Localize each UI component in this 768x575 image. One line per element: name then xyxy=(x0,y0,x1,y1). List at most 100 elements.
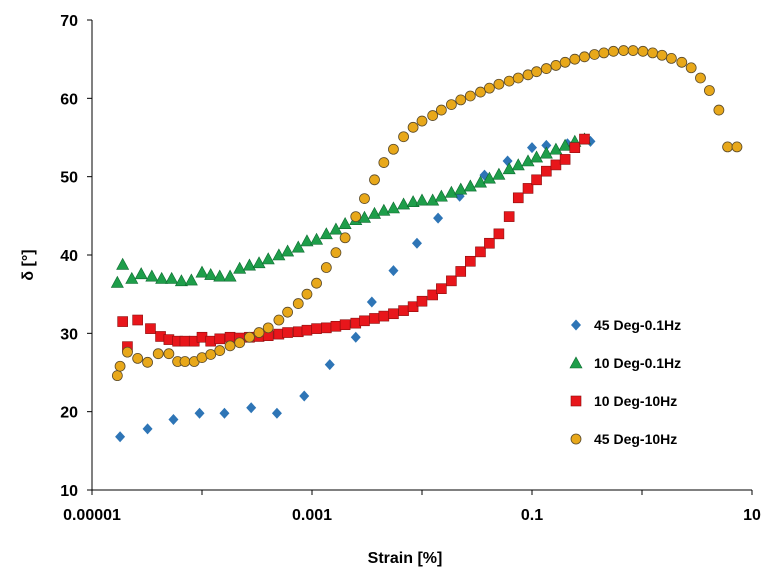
tick-labels: 10 20 30 40 50 60 70 0.00001 0.001 0.1 10 xyxy=(60,13,761,524)
data-point xyxy=(219,407,230,419)
legend-marker xyxy=(571,319,581,331)
y-tick-label: 40 xyxy=(60,248,78,265)
data-point xyxy=(174,274,188,287)
y-tick-label: 10 xyxy=(60,483,78,500)
data-point xyxy=(446,275,457,287)
data-point xyxy=(378,157,390,168)
data-point xyxy=(388,265,399,277)
data-point xyxy=(377,203,391,216)
legend-marker xyxy=(570,395,582,407)
data-point xyxy=(511,158,525,171)
data-point xyxy=(115,431,126,443)
data-point xyxy=(608,45,619,57)
legend-label: 10 Deg-0.1Hz xyxy=(594,355,681,371)
data-point xyxy=(116,257,130,270)
legend-label: 45 Deg-0.1Hz xyxy=(594,317,681,333)
data-point xyxy=(416,115,428,127)
data-point xyxy=(647,47,659,59)
data-point xyxy=(339,232,351,244)
data-point xyxy=(541,165,552,177)
data-point xyxy=(502,162,516,175)
x-tick-label: 0.001 xyxy=(292,507,332,524)
x-tick-label: 0.00001 xyxy=(63,507,121,524)
data-point xyxy=(503,75,515,87)
x-tick-label: 10 xyxy=(743,507,761,524)
data-point xyxy=(142,423,153,435)
data-point xyxy=(369,174,380,186)
data-point xyxy=(637,45,649,57)
data-point xyxy=(134,267,148,280)
data-point xyxy=(114,360,126,372)
data-point xyxy=(311,277,322,289)
data-point xyxy=(330,320,342,332)
data-point xyxy=(301,324,313,336)
data-point xyxy=(319,227,333,240)
y-tick-label: 60 xyxy=(60,91,78,108)
data-point xyxy=(311,323,322,334)
data-point xyxy=(475,86,486,98)
data-point xyxy=(369,313,380,324)
data-point xyxy=(531,66,542,78)
data-point xyxy=(132,352,144,364)
data-point xyxy=(493,78,505,90)
data-point xyxy=(310,232,324,245)
series-2 xyxy=(117,133,590,352)
data-point xyxy=(224,340,236,352)
data-point xyxy=(184,273,198,286)
data-point xyxy=(214,345,226,356)
y-tick-label: 30 xyxy=(60,326,78,343)
data-point xyxy=(359,315,370,327)
data-point xyxy=(589,49,600,60)
y-axis-title: δ [°] xyxy=(20,249,37,280)
data-point xyxy=(165,271,179,284)
data-point xyxy=(359,193,370,205)
data-point xyxy=(530,150,544,163)
data-point xyxy=(550,60,562,71)
data-point xyxy=(350,331,361,343)
data-point xyxy=(132,314,143,326)
data-point xyxy=(598,47,610,59)
data-point xyxy=(261,252,275,265)
data-point xyxy=(433,212,444,224)
data-point xyxy=(656,49,668,61)
data-point xyxy=(213,269,227,282)
data-point xyxy=(484,82,495,94)
y-tick-label: 70 xyxy=(60,13,78,30)
data-point xyxy=(388,308,399,320)
data-point xyxy=(579,133,590,145)
data-point xyxy=(482,171,496,184)
data-point xyxy=(271,407,282,419)
data-point xyxy=(427,289,438,301)
data-point xyxy=(455,266,467,277)
data-point xyxy=(685,62,697,74)
legend-label: 45 Deg-10Hz xyxy=(594,431,677,447)
data-point xyxy=(366,296,377,308)
data-point xyxy=(426,193,440,206)
data-point xyxy=(321,322,332,334)
data-point xyxy=(179,335,191,347)
data-point xyxy=(223,269,237,282)
data-point xyxy=(339,319,351,331)
data-point xyxy=(204,267,218,280)
data-point xyxy=(436,283,447,294)
data-point xyxy=(357,210,371,223)
series-3 xyxy=(111,45,743,382)
data-point xyxy=(244,331,255,343)
data-point xyxy=(502,155,513,167)
data-point xyxy=(110,275,124,288)
data-point xyxy=(618,45,629,56)
data-point xyxy=(320,262,332,273)
legend-marker xyxy=(569,356,583,369)
data-point xyxy=(512,192,524,204)
data-point xyxy=(253,327,265,338)
data-point xyxy=(246,402,257,414)
data-point xyxy=(676,56,688,68)
data-point xyxy=(152,348,164,360)
data-point xyxy=(541,139,552,151)
data-point xyxy=(299,390,310,402)
data-point xyxy=(539,146,553,159)
data-point xyxy=(579,51,590,63)
data-point xyxy=(493,228,505,240)
data-point xyxy=(411,237,422,249)
chart-axes xyxy=(87,19,753,495)
